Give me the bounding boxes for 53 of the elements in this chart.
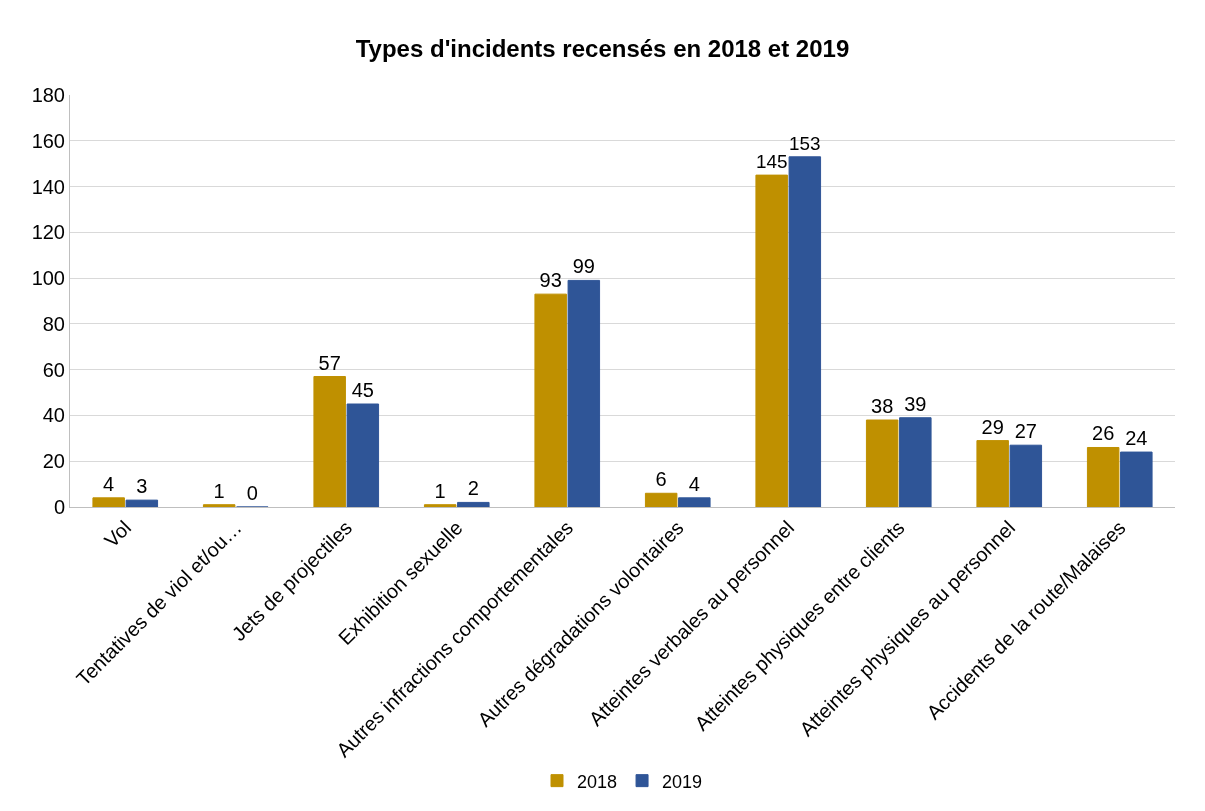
data-label: 45 bbox=[351, 379, 374, 401]
bar bbox=[899, 417, 932, 507]
x-tick-label: Vol bbox=[99, 516, 136, 552]
bar bbox=[313, 376, 346, 507]
y-tick-label: 120 bbox=[31, 221, 65, 244]
data-label: 39 bbox=[904, 392, 927, 415]
data-label: 26 bbox=[1092, 422, 1115, 445]
bar bbox=[1120, 451, 1153, 507]
bar bbox=[788, 156, 822, 507]
y-tick-label: 40 bbox=[42, 404, 65, 427]
y-tick-label: 20 bbox=[42, 450, 65, 473]
y-tick-label: 160 bbox=[31, 129, 65, 152]
y-tick-label: 60 bbox=[42, 358, 65, 381]
bar bbox=[202, 504, 236, 507]
y-tick-label: 180 bbox=[31, 84, 65, 106]
legend-label: 2018 bbox=[577, 771, 618, 792]
data-label: 24 bbox=[1125, 427, 1148, 450]
data-label: 4 bbox=[688, 472, 700, 495]
data-label: 3 bbox=[136, 475, 148, 498]
data-label: 6 bbox=[655, 468, 667, 491]
data-label: 93 bbox=[539, 269, 562, 292]
data-label: 1 bbox=[213, 479, 225, 502]
data-label: 29 bbox=[981, 415, 1004, 438]
bar bbox=[423, 504, 457, 507]
data-label: 0 bbox=[246, 482, 258, 504]
bar bbox=[755, 174, 788, 507]
bar bbox=[865, 419, 899, 507]
y-tick-label: 0 bbox=[53, 496, 65, 518]
data-label: 2 bbox=[467, 477, 479, 500]
y-tick-label: 140 bbox=[31, 175, 65, 198]
bar bbox=[457, 501, 490, 507]
bar bbox=[92, 497, 125, 507]
data-label: 145 bbox=[755, 151, 788, 173]
data-label: 27 bbox=[1014, 420, 1037, 443]
bar bbox=[567, 279, 601, 507]
chart-title: Types d'incidents recensés en 2018 et 2019 bbox=[355, 35, 850, 63]
data-label: 38 bbox=[871, 395, 894, 418]
bar bbox=[1086, 446, 1120, 507]
bar bbox=[644, 492, 678, 507]
data-label: 153 bbox=[789, 133, 821, 155]
y-tick-label: 80 bbox=[42, 312, 65, 335]
y-tick-label: 100 bbox=[31, 267, 65, 290]
bar bbox=[534, 293, 567, 507]
bar bbox=[1009, 444, 1043, 507]
bar bbox=[678, 497, 711, 507]
data-label: 57 bbox=[318, 351, 341, 374]
bar bbox=[125, 499, 159, 507]
bar bbox=[346, 403, 380, 507]
bar bbox=[976, 440, 1009, 507]
legend-label: 2019 bbox=[662, 771, 703, 792]
data-label: 1 bbox=[434, 479, 446, 502]
data-label: 4 bbox=[103, 472, 115, 495]
data-label: 99 bbox=[572, 255, 595, 278]
